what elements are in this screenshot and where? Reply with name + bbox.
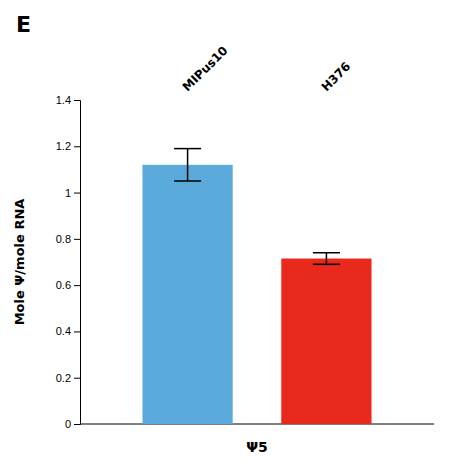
title: E [16, 12, 31, 37]
y-tick: 0 [65, 418, 80, 430]
error-bar [313, 253, 340, 265]
bar [142, 165, 232, 424]
category-label: H376 [319, 59, 354, 94]
x-baseline [80, 424, 434, 425]
y-tick-mark [74, 239, 80, 240]
plot: 0 0.2 0.4 0.6 0.8 1 1.2 1.4 MIPus10 H376 Ψ5 [56, 43, 434, 455]
y-tick-label: 1 [65, 187, 71, 199]
y-axis: 0 0.2 0.4 0.6 0.8 1 1.2 1.4 [56, 94, 81, 430]
error-bar-cap [174, 148, 201, 150]
y-tick: 0.8 [56, 233, 80, 245]
y-tick-mark [74, 193, 80, 194]
y-tick-label: 0.8 [56, 233, 71, 245]
y-tick-label: 1.2 [56, 140, 71, 152]
y-tick-mark [74, 424, 80, 425]
marks [142, 149, 371, 424]
y-tick: 1.2 [56, 140, 80, 152]
error-bar [174, 149, 201, 181]
y-tick-label: 1.4 [56, 94, 71, 106]
y-tick: 1 [65, 187, 80, 199]
chart: 0 0.2 0.4 0.6 0.8 1 1.2 1.4 MIPus10 H376 Ψ5 Mole Ψ/… [0, 0, 474, 474]
y-label: Mole Ψ/mole RNA [12, 199, 27, 326]
x-label: Ψ5 [246, 439, 268, 455]
y-tick-mark [74, 378, 80, 379]
y-tick-label: 0.6 [56, 279, 71, 291]
y-tick-mark [74, 285, 80, 286]
y-tick-mark [74, 331, 80, 332]
error-bar-cap [313, 252, 340, 254]
y-tick-label: 0.2 [56, 372, 71, 384]
y-tick: 0.6 [56, 279, 80, 291]
bar [281, 259, 371, 424]
y-axis-line [74, 101, 81, 425]
y-tick: 0.2 [56, 372, 80, 384]
y-tick-label: 0 [65, 418, 71, 430]
y-tick-label: 0.4 [56, 325, 71, 337]
y-tick-mark [74, 146, 80, 147]
error-bar-cap [313, 264, 340, 266]
error-bar-stem [187, 149, 189, 181]
error-bar-cap [174, 180, 201, 182]
y-tick: 1.4 [56, 94, 80, 106]
y-tick: 0.4 [56, 325, 80, 337]
y-tick-mark [74, 100, 80, 101]
category-label: MIPus10 [180, 43, 231, 94]
error-bar-stem [326, 253, 328, 265]
